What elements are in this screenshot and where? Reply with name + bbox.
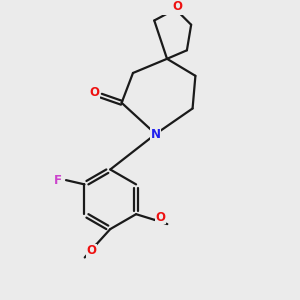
Text: O: O (156, 211, 166, 224)
Text: O: O (86, 244, 96, 257)
Text: O: O (89, 86, 99, 99)
Text: F: F (54, 174, 62, 187)
Text: O: O (172, 0, 182, 13)
Text: N: N (151, 128, 161, 140)
